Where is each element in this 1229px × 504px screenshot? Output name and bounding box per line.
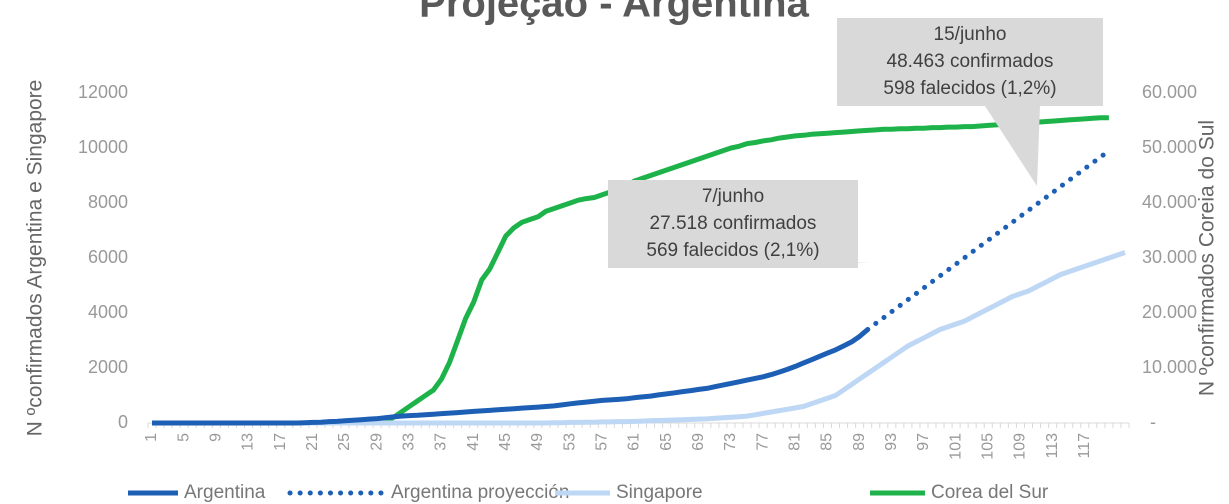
y-tick-label: 0 [118, 412, 128, 432]
legend-label: Argentina proyección [391, 482, 570, 503]
x-tick-label: 101 [947, 433, 964, 460]
x-tick-label: 33 [401, 433, 418, 451]
y2-tick-label: 60.000 [1142, 82, 1197, 102]
x-tick-label: 41 [465, 433, 482, 451]
legend-label: Corea del Sur [931, 482, 1049, 503]
y2-tick-label: 30.000 [1142, 247, 1197, 267]
x-tick-label: 113 [1044, 433, 1061, 459]
callout-text: 569 falecidos (2,1%) [646, 240, 819, 261]
x-tick-label: 13 [240, 433, 257, 451]
callout-text: 27.518 confirmados [650, 213, 817, 234]
series-line [865, 148, 1112, 332]
x-tick-label: 77 [754, 433, 771, 451]
y-tick-label: 4000 [88, 302, 128, 322]
x-tick-label: 1 [143, 433, 160, 442]
y-tick-label: 10000 [78, 137, 128, 157]
y-tick-label: 8000 [88, 192, 128, 212]
x-tick-label: 117 [1076, 433, 1093, 459]
y-axis-label: N ºconfirmados Argentina e Singapore [24, 80, 47, 437]
x-tick-label: 89 [851, 433, 868, 451]
callout-pointer [985, 106, 1040, 186]
x-tick-label: 73 [722, 433, 739, 451]
series-line [152, 115, 1109, 426]
callout-text: 48.463 confirmados [887, 51, 1054, 72]
y2-axis-label: N ºconfirmados Coreia do Sul [1196, 120, 1219, 396]
y2-tick-label: 40.000 [1142, 192, 1197, 212]
x-tick-label: 97 [915, 433, 932, 451]
x-tick-label: 85 [819, 433, 836, 451]
y-tick-label: 6000 [88, 247, 128, 267]
x-tick-label: 21 [304, 433, 321, 451]
series-line [152, 327, 870, 426]
x-tick-label: 81 [787, 433, 804, 451]
x-tick-label: 53 [561, 433, 578, 451]
legend-label: Singapore [616, 482, 703, 503]
x-tick-label: 25 [336, 433, 353, 451]
x-tick-label: 109 [1012, 433, 1029, 460]
x-tick-label: 69 [690, 433, 707, 451]
callout-text: 7/junho [702, 186, 764, 207]
legend-label: Argentina [184, 482, 266, 503]
y2-tick-label: 50.000 [1142, 137, 1197, 157]
x-tick-label: 9 [208, 433, 225, 442]
x-tick-label: 57 [594, 433, 611, 451]
x-tick-label: 17 [272, 433, 289, 451]
callout-box [608, 180, 858, 268]
x-tick-label: 93 [883, 433, 900, 451]
x-tick-label: 45 [497, 433, 514, 451]
chart-title: Projeção - Argentina [419, 0, 809, 26]
y2-tick-label: - [1150, 412, 1156, 432]
x-tick-label: 49 [529, 433, 546, 451]
x-tick-label: 105 [980, 433, 997, 460]
y2-tick-label: 20.000 [1142, 302, 1197, 322]
x-tick-label: 37 [433, 433, 450, 451]
x-tick-label: 61 [626, 433, 643, 451]
y2-tick-label: 10.000 [1142, 357, 1197, 377]
callout-text: 15/junho [934, 24, 1007, 45]
y-tick-label: 12000 [78, 82, 128, 102]
x-tick-label: 5 [175, 433, 192, 442]
callout-text: 598 falecidos (1,2%) [883, 78, 1056, 99]
x-tick-label: 65 [658, 433, 675, 451]
callout-box [837, 18, 1103, 106]
x-tick-label: 29 [368, 433, 385, 451]
y-tick-label: 2000 [88, 357, 128, 377]
